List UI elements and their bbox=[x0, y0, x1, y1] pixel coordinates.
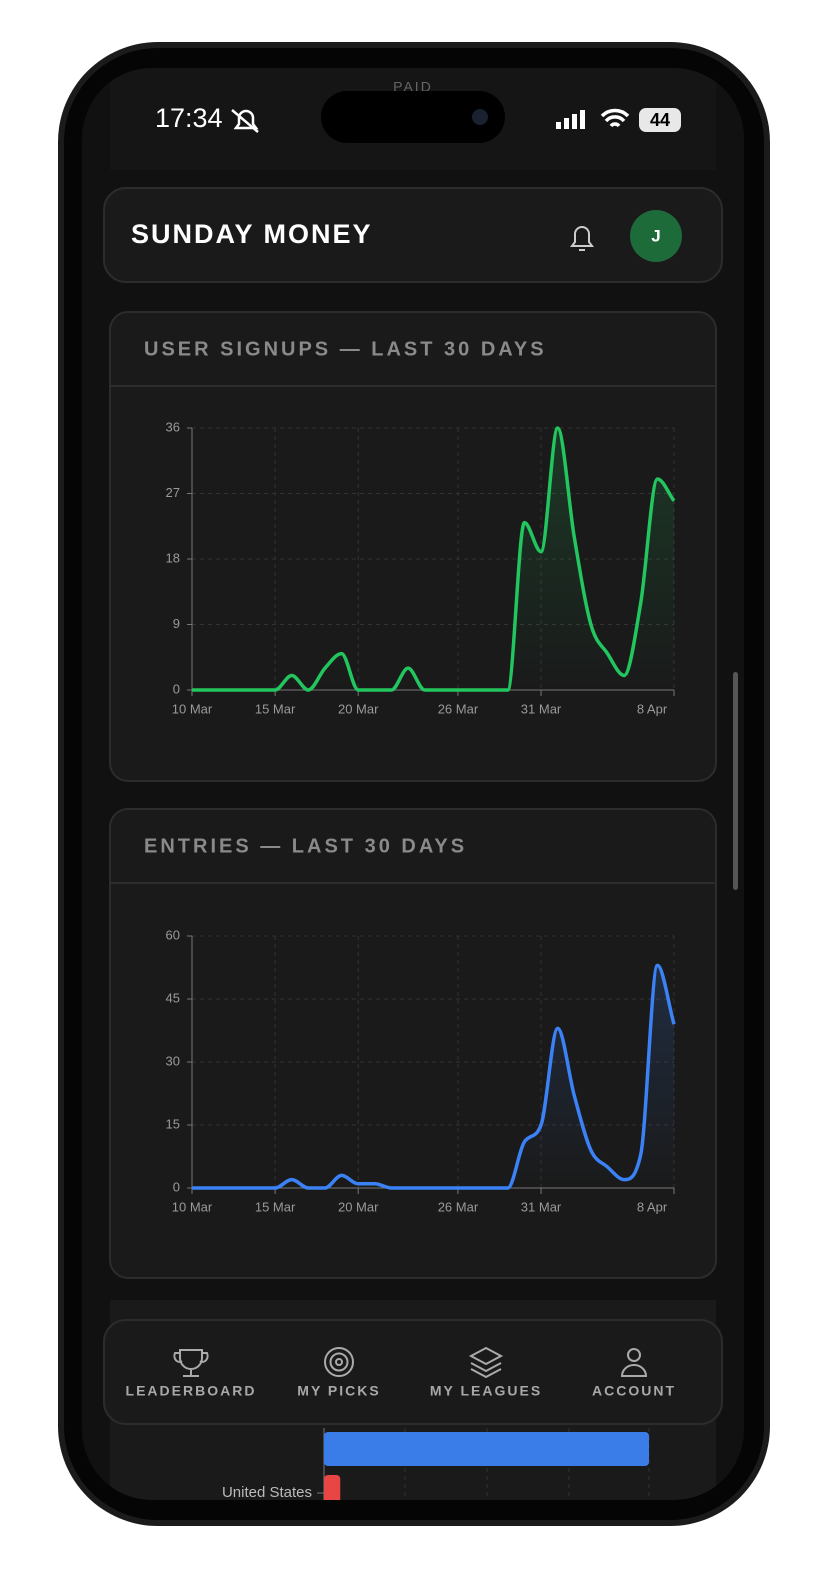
y-tick-label: United States bbox=[222, 1484, 312, 1501]
x-tick-label: 26 Mar bbox=[438, 701, 479, 716]
chart-title: USER SIGNUPS — LAST 30 DAYS bbox=[144, 338, 547, 360]
battery-level: 44 bbox=[650, 110, 670, 130]
bar bbox=[324, 1475, 341, 1500]
line-chart: 0 15 30 45 60 10 Mar 15 Mar 20 Mar 26 Mar 31 Mar 8… bbox=[166, 927, 676, 1214]
nav-item[interactable]: ACCOUNT bbox=[592, 1383, 676, 1399]
area bbox=[192, 428, 674, 690]
x-tick-label: 26 Mar bbox=[438, 1199, 479, 1214]
target-icon bbox=[324, 1347, 354, 1377]
notification-bell[interactable] bbox=[570, 226, 594, 251]
line bbox=[192, 963, 676, 1190]
x-tick-label: 10 Mar bbox=[172, 701, 213, 716]
wifi-icon bbox=[600, 108, 630, 128]
x-tick-label: 8 Apr bbox=[637, 701, 668, 716]
chart-title: ENTRIES — LAST 30 DAYS bbox=[144, 835, 467, 857]
app-title: SUNDAY MONEY bbox=[131, 219, 373, 249]
area bbox=[192, 965, 674, 1188]
signal-icon bbox=[556, 110, 585, 129]
nav-item[interactable]: MY PICKS bbox=[297, 1383, 380, 1399]
y-tick-label: 45 bbox=[166, 990, 180, 1005]
x-tick-label: 8 Apr bbox=[637, 1199, 668, 1214]
x-tick-label: 15 Mar bbox=[255, 701, 296, 716]
y-tick-label: 0 bbox=[173, 681, 180, 696]
bar-grid bbox=[404, 1428, 650, 1500]
x-tick-label: 10 Mar bbox=[172, 1199, 213, 1214]
x-tick-label: 31 Mar bbox=[521, 701, 562, 716]
behind-text: PAID bbox=[393, 79, 433, 95]
y-tick-label: 60 bbox=[166, 927, 180, 942]
y-tick-label: 18 bbox=[166, 550, 180, 565]
dynamic-island bbox=[321, 91, 505, 143]
line bbox=[191, 426, 676, 692]
y-tick-label: 36 bbox=[166, 419, 180, 434]
y-tick-label: 9 bbox=[173, 616, 180, 631]
battery bbox=[639, 108, 681, 132]
status-time: 17:34 bbox=[155, 103, 223, 133]
x-tick-label: 20 Mar bbox=[338, 1199, 379, 1214]
trophy-icon bbox=[173, 1349, 209, 1377]
line-chart: 0 9 18 27 36 10 Mar 15 Mar 20 Mar 26 Mar 31 Mar 8 … bbox=[166, 419, 676, 716]
avatar[interactable] bbox=[630, 210, 682, 262]
camera bbox=[472, 109, 488, 125]
scrollbar bbox=[733, 672, 738, 890]
user-icon bbox=[620, 1348, 648, 1377]
x-tick-label: 31 Mar bbox=[521, 1199, 562, 1214]
y-tick-label: 0 bbox=[173, 1179, 180, 1194]
y-tick-label: 30 bbox=[166, 1053, 180, 1068]
y-tick-label: 15 bbox=[166, 1116, 180, 1131]
x-tick-label: 15 Mar bbox=[255, 1199, 296, 1214]
x-tick-label: 20 Mar bbox=[338, 701, 379, 716]
nav-item[interactable]: LEADERBOARD bbox=[126, 1383, 257, 1399]
bar bbox=[324, 1432, 649, 1466]
header-card bbox=[103, 187, 723, 283]
bottom-nav bbox=[103, 1319, 723, 1425]
nav-item[interactable]: MY LEAGUES bbox=[430, 1383, 542, 1399]
avatar-initial: J bbox=[651, 226, 660, 245]
mute-icon bbox=[231, 109, 259, 133]
layers-icon bbox=[468, 1346, 504, 1379]
y-tick-label: 27 bbox=[166, 485, 180, 500]
